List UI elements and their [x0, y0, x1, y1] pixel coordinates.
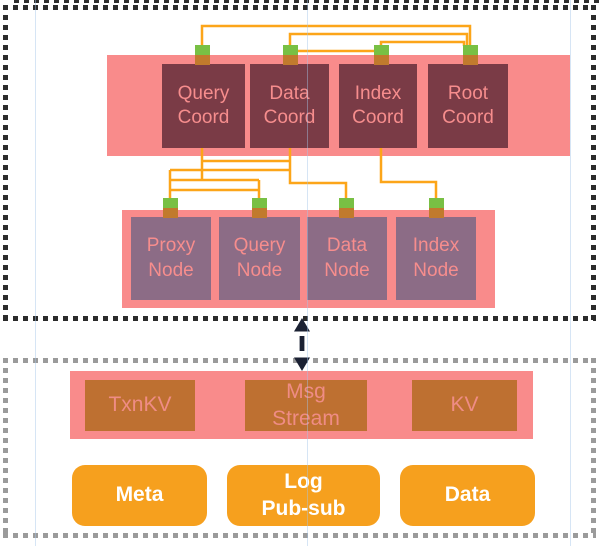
storage-interface-box-msg-stream: Msg Stream — [245, 380, 367, 431]
connector-green — [428, 198, 444, 208]
box-label-line: Data — [269, 82, 310, 104]
storage-backend-box-data: Data — [400, 465, 535, 526]
connector-brown — [251, 208, 267, 218]
box-label-line: Coord — [442, 107, 494, 128]
slide-guide-left — [35, 0, 36, 546]
box-label-line: Data — [326, 235, 368, 257]
box-label-line: Data — [444, 483, 491, 507]
compute-border-left — [3, 5, 8, 321]
bidirectional-arrow — [294, 318, 310, 371]
box-label-line: Proxy — [146, 235, 196, 257]
worker-box-data-node: Data Node — [307, 217, 387, 300]
box-label-line: Pub-sub — [261, 496, 346, 520]
worker-box-proxy-node: Proxy Node — [131, 217, 211, 300]
box-label-line: Coord — [263, 107, 316, 128]
compute-border-bottom — [3, 316, 596, 321]
connector-green — [373, 45, 389, 55]
box-label-line: Coord — [177, 107, 230, 128]
connector-green — [194, 45, 210, 55]
storage-backend-box-log-pubsub: Log Pub-sub — [227, 465, 380, 526]
storage-border-right — [591, 358, 596, 538]
port-connector-proxy-node — [162, 198, 178, 218]
port-connector-data-node — [338, 198, 354, 218]
box-label-line: Stream — [272, 406, 340, 430]
storage-backend-box-meta: Meta — [72, 465, 207, 526]
storage-border-left — [3, 358, 8, 538]
compute-border-right — [591, 5, 596, 321]
coordinator-box-root-coord: Root Coord — [428, 64, 508, 148]
box-label-line: Root — [447, 82, 489, 104]
box-label-line: Node — [148, 259, 194, 281]
compute-border-top — [3, 5, 596, 10]
connector-green — [162, 198, 178, 208]
box-label-line: KV — [450, 393, 479, 417]
wire-index-coord-to-root-coord — [379, 40, 466, 46]
connector-brown — [428, 208, 444, 218]
port-connector-query-coord — [194, 45, 210, 65]
connector-brown — [338, 208, 354, 218]
box-label-line: Query — [233, 235, 286, 257]
box-label-line: Node — [324, 259, 370, 281]
connector-brown — [194, 55, 210, 65]
box-label-line: Index — [412, 235, 460, 257]
box-label-line: Index — [354, 82, 402, 104]
port-connector-index-node — [428, 198, 444, 218]
port-connector-index-coord — [373, 45, 389, 65]
box-label-line: Coord — [352, 107, 404, 128]
connector-green — [251, 198, 267, 208]
top-cutoff-dotted-line — [14, 0, 603, 3]
storage-border-top — [3, 358, 596, 363]
box-label-line: Query — [177, 82, 230, 104]
connector-green — [282, 45, 298, 55]
connector-brown — [282, 55, 298, 65]
connector-brown — [462, 55, 478, 65]
arrow-dash — [299, 336, 305, 351]
box-label-line: Meta — [115, 483, 164, 507]
port-connector-query-node — [251, 198, 267, 218]
worker-box-query-node: Query Node — [219, 217, 300, 300]
port-connector-root-coord — [462, 45, 478, 65]
coordinator-box-data-coord: Data Coord — [250, 64, 329, 148]
port-connector-data-coord — [282, 45, 298, 65]
coordinator-box-query-coord: Query Coord — [162, 64, 245, 148]
storage-interface-box-txnkv: TxnKV — [85, 380, 195, 431]
wire-query-coord-to-root-coord — [200, 24, 472, 46]
coordinator-box-index-coord: Index Coord — [339, 64, 417, 148]
box-label-line: TxnKV — [108, 393, 172, 417]
box-label-line: Node — [236, 259, 283, 281]
storage-border-bottom — [3, 533, 596, 538]
connector-brown — [373, 55, 389, 65]
storage-interface-box-kv: KV — [412, 380, 517, 431]
box-label-line: Msg — [286, 379, 326, 403]
box-label-line: Log — [284, 469, 323, 493]
connector-brown — [162, 208, 178, 218]
connector-green — [338, 198, 354, 208]
worker-box-index-node: Index Node — [396, 217, 476, 300]
connector-green — [462, 45, 478, 55]
box-label-line: Node — [413, 259, 459, 281]
slide-guide-right — [570, 0, 571, 546]
